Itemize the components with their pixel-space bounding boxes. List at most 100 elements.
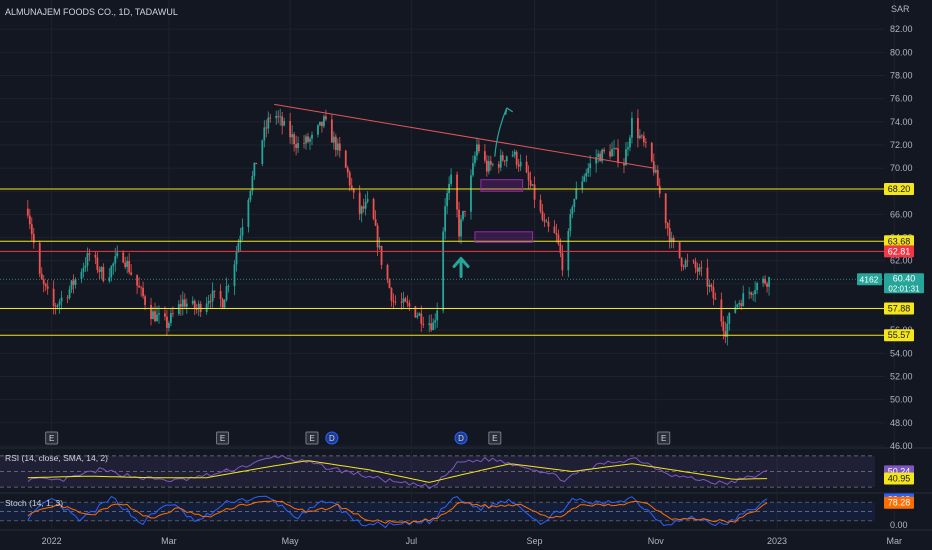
up-right-arrow-icon[interactable] [494, 107, 514, 157]
candle-body[interactable] [138, 285, 141, 288]
candle-body[interactable] [279, 116, 282, 118]
candle-body[interactable] [126, 261, 129, 268]
candle-body[interactable] [585, 172, 588, 177]
candle-body[interactable] [567, 230, 570, 271]
stoch-d-line[interactable] [27, 499, 768, 525]
candle-body[interactable] [297, 143, 299, 148]
candle-body[interactable] [169, 313, 172, 323]
candle-body[interactable] [98, 269, 101, 272]
candle-body[interactable] [589, 163, 592, 169]
stoch-pane[interactable] [0, 495, 875, 529]
stoch-title[interactable]: Stoch (14, 1, 3) [5, 498, 63, 508]
candle-body[interactable] [559, 243, 562, 254]
candle-body[interactable] [205, 303, 208, 312]
candle-body[interactable] [267, 117, 270, 129]
candle-body[interactable] [501, 155, 504, 161]
earnings-marker[interactable] [488, 431, 502, 445]
candle-body[interactable] [177, 303, 180, 315]
candle-body[interactable] [166, 316, 168, 328]
rsi-pane[interactable] [0, 454, 875, 490]
candle-body[interactable] [547, 221, 550, 227]
candle-body[interactable] [344, 150, 347, 168]
candle-body[interactable] [615, 148, 617, 149]
candle-body[interactable] [352, 188, 355, 193]
candle-body[interactable] [609, 151, 611, 157]
candle-body[interactable] [247, 199, 250, 227]
candle-body[interactable] [390, 288, 393, 301]
candle-body[interactable] [179, 303, 182, 307]
candle-body[interactable] [444, 206, 447, 232]
candle-body[interactable] [700, 267, 703, 269]
candle-body[interactable] [728, 312, 731, 324]
candle-body[interactable] [678, 242, 681, 258]
candle-body[interactable] [305, 136, 307, 144]
candle-body[interactable] [334, 136, 337, 151]
candle-body[interactable] [211, 290, 214, 302]
candle-body[interactable] [474, 155, 476, 164]
candle-body[interactable] [251, 175, 254, 191]
candle-body[interactable] [80, 271, 83, 280]
candle-body[interactable] [756, 283, 759, 291]
candle-body[interactable] [750, 292, 753, 295]
candle-body[interactable] [575, 189, 578, 199]
candle-body[interactable] [150, 304, 152, 320]
candle-body[interactable] [197, 303, 200, 310]
candle-body[interactable] [670, 237, 673, 242]
candle-body[interactable] [432, 322, 435, 331]
candle-body[interactable] [291, 134, 294, 138]
candle-body[interactable] [319, 121, 321, 126]
candle-body[interactable] [239, 235, 242, 243]
candle-body[interactable] [668, 228, 671, 242]
candle-body[interactable] [726, 323, 729, 338]
candle-body[interactable] [168, 322, 170, 328]
candle-body[interactable] [241, 226, 244, 236]
candle-body[interactable] [171, 313, 174, 315]
candle-body[interactable] [213, 290, 216, 292]
candle-body[interactable] [768, 277, 770, 287]
earnings-marker[interactable] [45, 431, 59, 445]
candle-body[interactable] [46, 286, 49, 289]
candle-body[interactable] [237, 242, 240, 253]
candle-body[interactable] [225, 286, 228, 300]
candle-body[interactable] [513, 151, 516, 155]
candle-body[interactable] [644, 142, 647, 144]
candle-body[interactable] [754, 290, 757, 295]
candle-body[interactable] [207, 301, 210, 304]
candle-body[interactable] [724, 330, 727, 338]
candle-body[interactable] [193, 300, 196, 309]
candle-body[interactable] [470, 175, 472, 212]
candle-body[interactable] [255, 162, 258, 165]
candle-body[interactable] [672, 237, 675, 243]
candle-body[interactable] [511, 154, 514, 157]
candle-body[interactable] [54, 305, 57, 307]
candle-body[interactable] [124, 262, 127, 268]
candle-body[interactable] [402, 298, 405, 303]
candle-body[interactable] [311, 134, 313, 139]
candle-body[interactable] [283, 120, 286, 126]
candle-body[interactable] [629, 137, 631, 148]
candle-body[interactable] [96, 257, 99, 270]
candle-body[interactable] [386, 264, 389, 281]
candle-body[interactable] [738, 303, 741, 305]
candle-body[interactable] [332, 136, 335, 143]
candle-body[interactable] [503, 160, 506, 162]
candle-body[interactable] [366, 199, 369, 202]
candle-body[interactable] [710, 284, 713, 288]
candle-body[interactable] [529, 180, 532, 186]
candle-body[interactable] [32, 234, 35, 243]
candle-body[interactable] [68, 289, 71, 298]
candle-body[interactable] [309, 138, 311, 142]
rsi-line[interactable] [27, 454, 768, 490]
candle-body[interactable] [325, 116, 327, 120]
candle-body[interactable] [627, 147, 629, 150]
candle-body[interactable] [497, 164, 500, 168]
candle-body[interactable] [56, 305, 59, 307]
candle-body[interactable] [374, 219, 377, 226]
candle-body[interactable] [557, 234, 560, 244]
candle-body[interactable] [52, 288, 55, 306]
candle-body[interactable] [191, 300, 194, 304]
candle-body[interactable] [348, 172, 351, 186]
candle-body[interactable] [418, 313, 421, 316]
candle-body[interactable] [142, 287, 144, 297]
